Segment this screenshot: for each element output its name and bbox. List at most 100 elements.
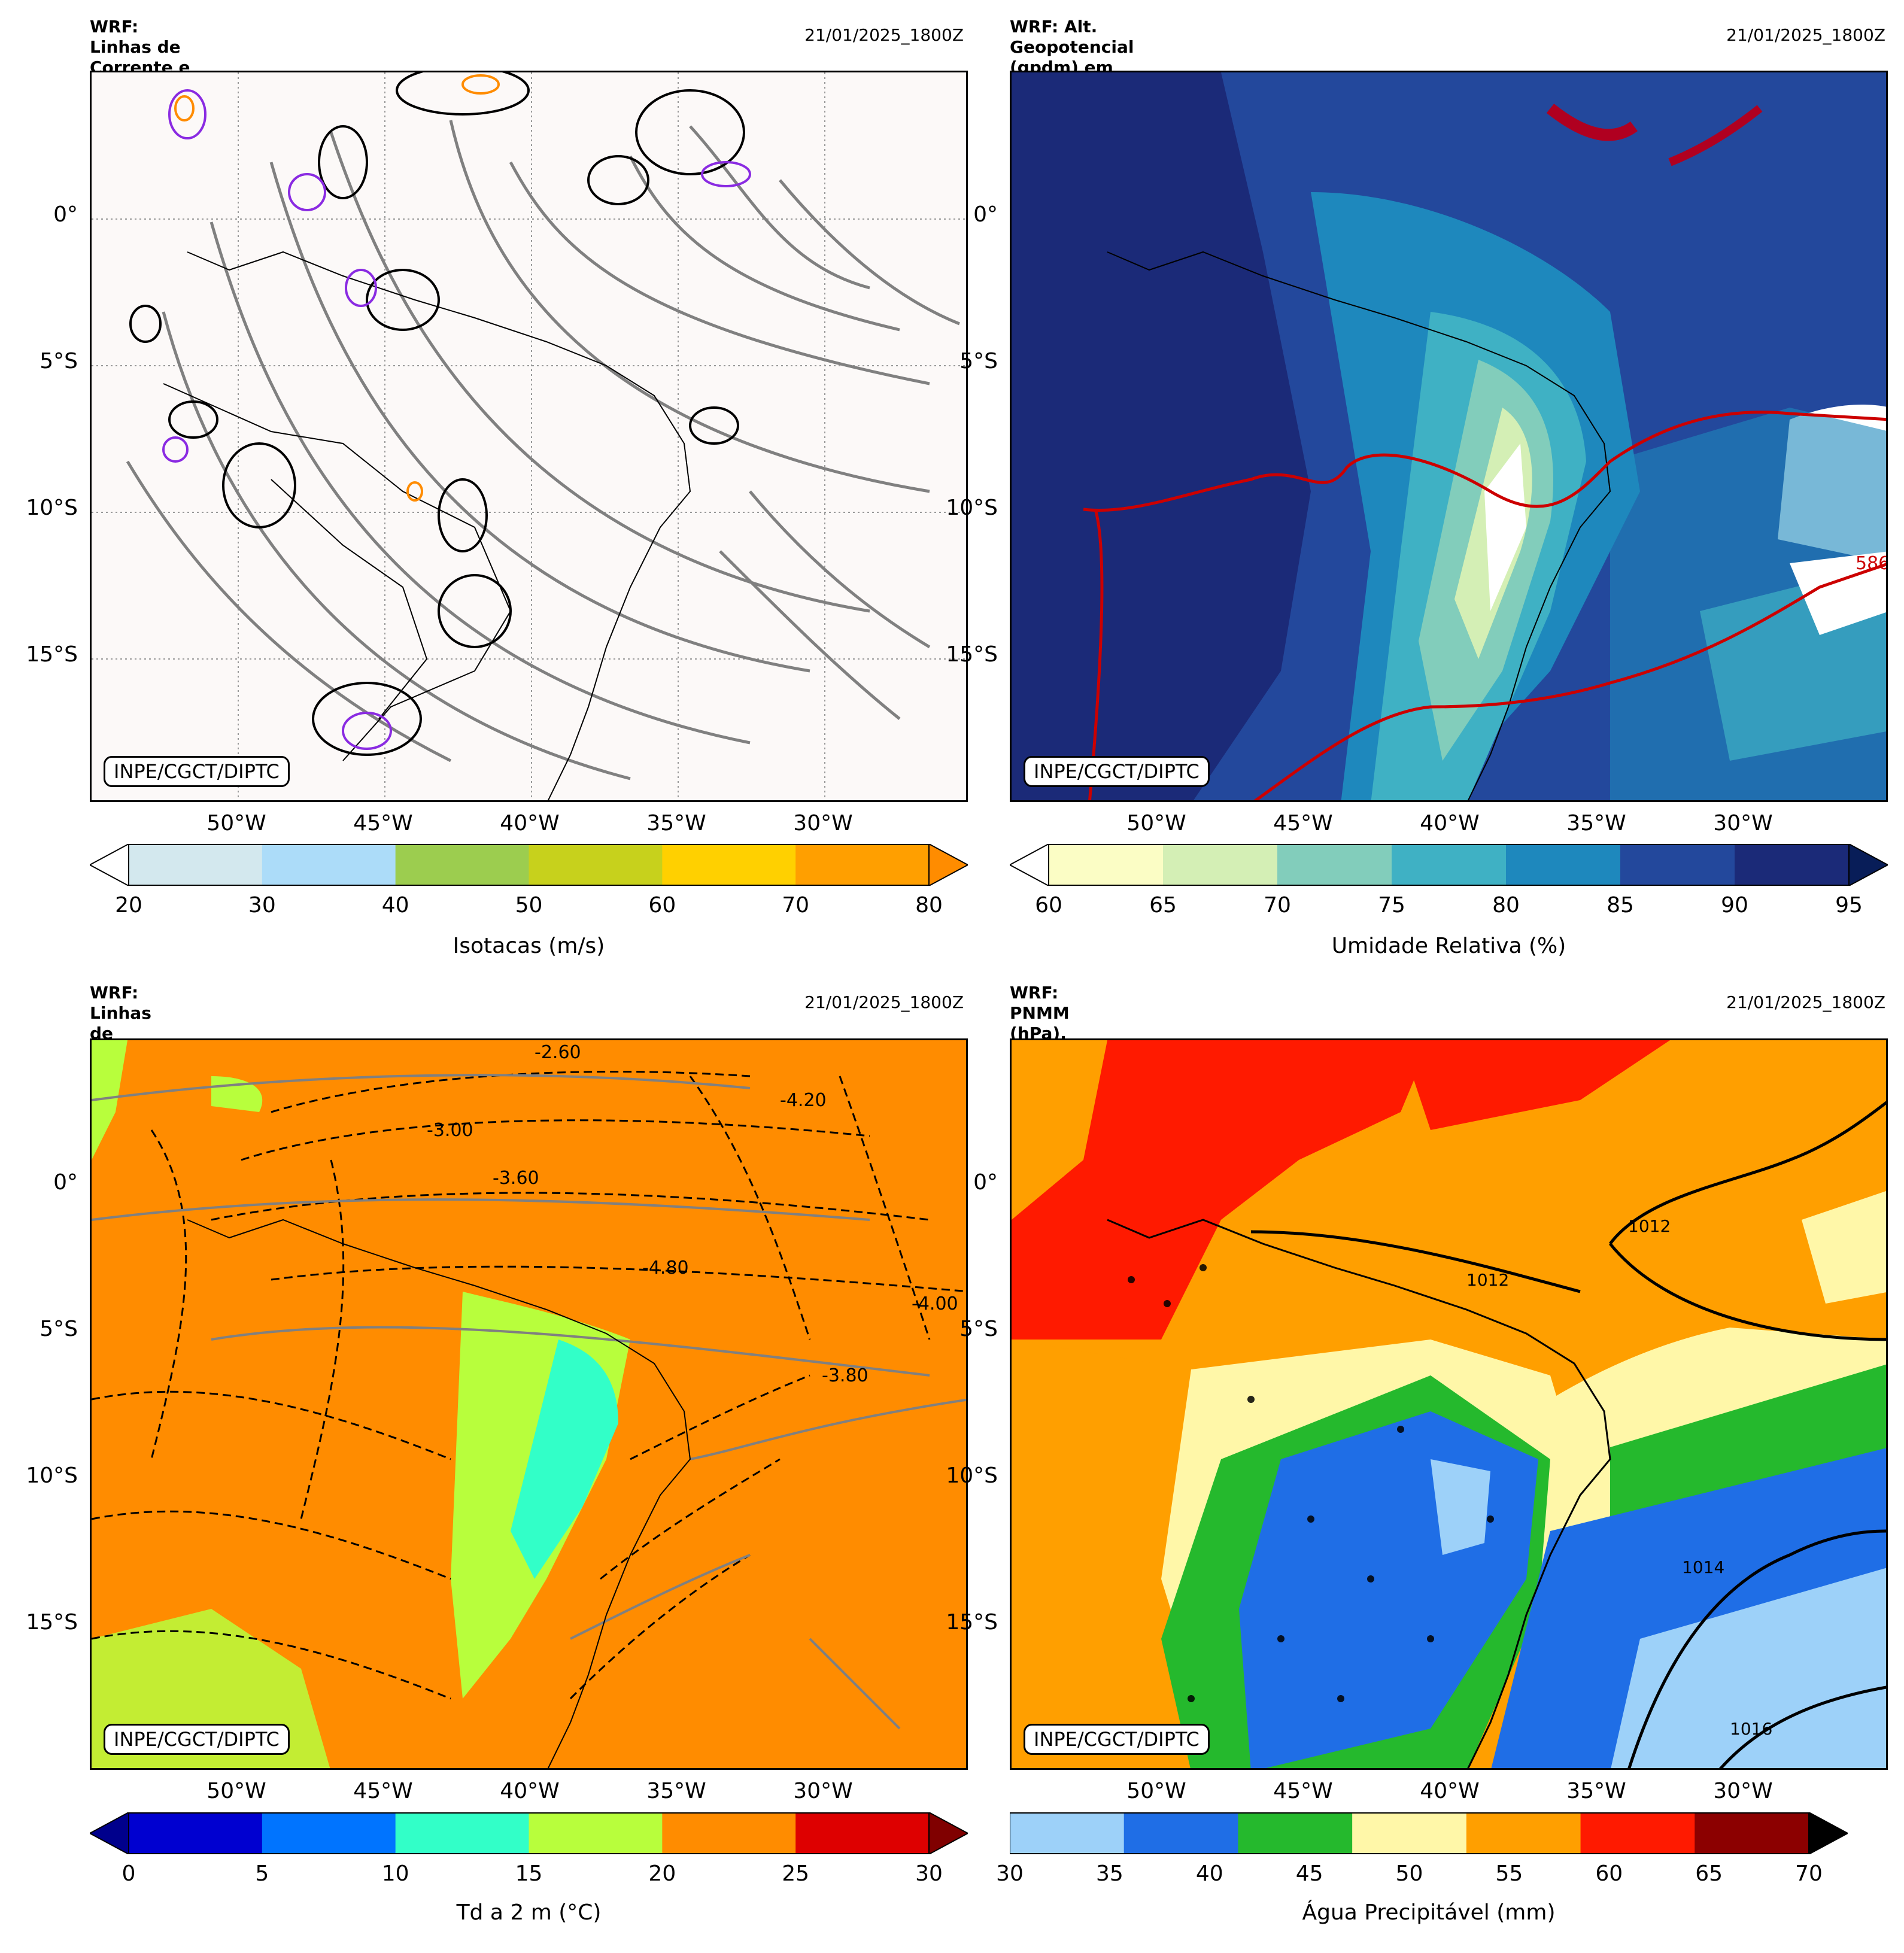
colorbar-segment xyxy=(662,844,796,886)
lat-tick-2: 10°S xyxy=(946,496,998,520)
colorbar-segment xyxy=(395,1812,529,1854)
colorbar-segment xyxy=(795,1812,930,1854)
colorbar-tick: 70 xyxy=(782,893,810,918)
colorbar-tick: 5 xyxy=(255,1861,269,1886)
lon-tick-0: 50°W xyxy=(207,1779,266,1803)
colorbar-segment xyxy=(1695,1812,1809,1854)
map-graphics: -2.60 -3.00 -3.60 -4.20 -4.80 -4.00 -3.8… xyxy=(92,1040,966,1768)
colorbar-tick: 15 xyxy=(515,1861,543,1886)
colorbar: 30 35 40 45 50 55 60 65 70 xyxy=(996,1812,1848,1886)
lat-tick-3: 15°S xyxy=(26,1610,78,1635)
lat-tick-0: 0° xyxy=(973,202,998,227)
colorbar-extend-low xyxy=(90,1812,129,1854)
lon-tick-1: 45°W xyxy=(353,811,413,836)
colorbar-segment xyxy=(1277,844,1392,886)
lat-tick-1: 5°S xyxy=(959,349,998,373)
lon-tick-1: 45°W xyxy=(1273,1779,1333,1803)
lat-tick-1: 5°S xyxy=(40,1317,78,1341)
map-area: INPE/CGCT/DIPTC xyxy=(90,71,968,802)
credit-label: INPE/CGCT/DIPTC xyxy=(104,756,290,787)
colorbar-tick: 95 xyxy=(1835,893,1863,918)
colorbar-segment xyxy=(529,844,663,886)
colorbar-extend-high xyxy=(928,844,968,886)
colorbar-tick: 50 xyxy=(515,893,543,918)
colorbar-extend-high xyxy=(1848,844,1888,886)
credit-label: INPE/CGCT/DIPTC xyxy=(1024,756,1210,787)
isobar-label: 1014 xyxy=(1682,1557,1724,1577)
colorbar-tick: 80 xyxy=(915,893,943,918)
lat-tick-3: 15°S xyxy=(946,642,998,667)
colorbar-segment xyxy=(1352,1812,1467,1854)
lon-tick-0: 50°W xyxy=(1126,811,1186,836)
lat-tick-3: 15°S xyxy=(946,1610,998,1635)
lat-tick-2: 10°S xyxy=(26,1463,78,1488)
colorbar-tick: 70 xyxy=(1795,1861,1823,1886)
lon-tick-2: 40°W xyxy=(1420,1779,1480,1803)
lat-tick-1: 5°S xyxy=(959,1317,998,1341)
colorbar-tick: 80 xyxy=(1492,893,1520,918)
lon-tick-2: 40°W xyxy=(500,1779,560,1803)
colorbar-frame xyxy=(128,1812,930,1854)
colorbar-tick: 40 xyxy=(381,893,409,918)
map-area: -2.60 -3.00 -3.60 -4.20 -4.80 -4.00 -3.8… xyxy=(90,1038,968,1770)
colorbar-graphic xyxy=(90,844,968,886)
map-area: 586 INPE/CGCT/DIPTC xyxy=(1010,71,1888,802)
colorbar-tick: 65 xyxy=(1149,893,1177,918)
contour-label: -3.80 xyxy=(822,1365,869,1386)
colorbar-segment xyxy=(129,1812,263,1854)
panel-date: 21/01/2025_1800Z xyxy=(804,992,964,1012)
colorbar-tick: 60 xyxy=(1035,893,1062,918)
lat-tick-3: 15°S xyxy=(26,642,78,667)
colorbar-extend-high xyxy=(928,1812,968,1854)
colorbar-segment xyxy=(1392,844,1507,886)
contour-label: -3.60 xyxy=(493,1168,539,1189)
colorbar-tick: 10 xyxy=(381,1861,409,1886)
colorbar-graphic xyxy=(90,1812,968,1854)
colorbar-tick: 35 xyxy=(1095,1861,1123,1886)
colorbar-extend-low xyxy=(90,844,129,886)
colorbar-tick: 20 xyxy=(648,1861,676,1886)
lat-tick-2: 10°S xyxy=(26,496,78,520)
isobar-label: 1016 xyxy=(1730,1719,1772,1739)
lon-tick-2: 40°W xyxy=(500,811,560,836)
colorbar-graphic xyxy=(1010,1812,1848,1854)
colorbar-segment xyxy=(1163,844,1278,886)
colorbar-tick: 40 xyxy=(1195,1861,1223,1886)
lon-tick-3: 35°W xyxy=(1566,811,1626,836)
contour-label: -4.80 xyxy=(642,1258,689,1278)
colorbar: 60 65 70 75 80 85 90 95 xyxy=(1010,844,1888,918)
contour-label: -3.00 xyxy=(427,1120,473,1141)
colorbar-segment xyxy=(1238,1812,1353,1854)
colorbar-tick: 60 xyxy=(1595,1861,1623,1886)
colorbar-tick: 30 xyxy=(248,893,276,918)
colorbar-tick: 70 xyxy=(1264,893,1291,918)
map-graphics xyxy=(92,72,966,800)
colorbar-segment xyxy=(1506,844,1621,886)
colorbar-segment xyxy=(1580,1812,1695,1854)
lon-tick-4: 30°W xyxy=(793,811,853,836)
colorbar-segment xyxy=(1620,844,1735,886)
lon-tick-3: 35°W xyxy=(646,811,706,836)
colorbar-tick: 60 xyxy=(648,893,676,918)
lat-tick-0: 0° xyxy=(53,1170,78,1195)
lon-tick-1: 45°W xyxy=(1273,811,1333,836)
colorbar-tick: 50 xyxy=(1395,1861,1423,1886)
colorbar-label: Água Precipitável (mm) xyxy=(1302,1900,1556,1925)
colorbar-label: Td a 2 m (°C) xyxy=(456,1900,602,1925)
colorbar-tick: 55 xyxy=(1495,1861,1523,1886)
lon-tick-3: 35°W xyxy=(1566,1779,1626,1803)
colorbar-tick: 0 xyxy=(122,1861,136,1886)
lat-tick-0: 0° xyxy=(973,1170,998,1195)
credit-label: INPE/CGCT/DIPTC xyxy=(1024,1724,1210,1755)
colorbar-frame xyxy=(1048,844,1850,886)
lon-tick-1: 45°W xyxy=(353,1779,413,1803)
colorbar-tick: 30 xyxy=(996,1861,1024,1886)
colorbar-extend-high xyxy=(1808,1812,1848,1854)
lat-tick-0: 0° xyxy=(53,202,78,227)
colorbar-segment xyxy=(1466,1812,1581,1854)
colorbar-segment xyxy=(1049,844,1164,886)
colorbar-tick: 20 xyxy=(115,893,142,918)
colorbar-segment xyxy=(1735,844,1850,886)
colorbar-label: Umidade Relativa (%) xyxy=(1331,934,1566,958)
lon-tick-4: 30°W xyxy=(1713,1779,1773,1803)
